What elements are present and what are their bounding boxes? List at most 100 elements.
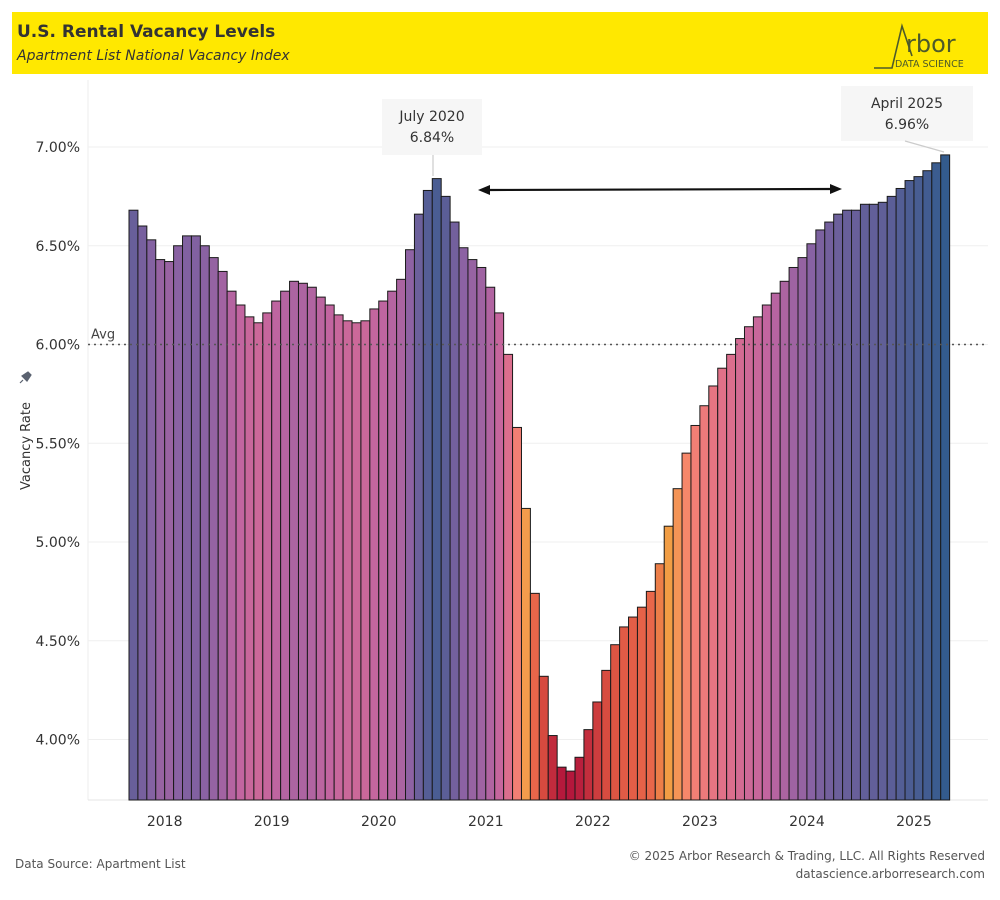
- bar[interactable]: [529, 592, 540, 801]
- bar[interactable]: [886, 195, 897, 801]
- bar[interactable]: [155, 259, 166, 801]
- bar[interactable]: [360, 320, 371, 801]
- bar[interactable]: [422, 189, 433, 801]
- bar[interactable]: [333, 314, 344, 801]
- bar[interactable]: [708, 385, 719, 801]
- bar[interactable]: [351, 322, 362, 801]
- bar[interactable]: [859, 203, 870, 801]
- bar[interactable]: [458, 247, 469, 801]
- bar[interactable]: [913, 176, 924, 801]
- bar[interactable]: [895, 187, 906, 801]
- bar[interactable]: [449, 221, 460, 801]
- bar[interactable]: [440, 195, 451, 801]
- bar[interactable]: [726, 353, 737, 801]
- bar[interactable]: [583, 729, 594, 801]
- bar[interactable]: [342, 320, 353, 801]
- bar[interactable]: [306, 286, 317, 801]
- bar[interactable]: [735, 338, 745, 801]
- bar[interactable]: [556, 766, 567, 801]
- bar[interactable]: [164, 261, 175, 801]
- bar[interactable]: [877, 201, 888, 801]
- bar[interactable]: [369, 308, 380, 801]
- bar[interactable]: [833, 213, 844, 801]
- bar[interactable]: [601, 669, 612, 801]
- bar[interactable]: [280, 290, 291, 801]
- bar[interactable]: [824, 221, 835, 801]
- bar[interactable]: [503, 353, 514, 801]
- bar[interactable]: [413, 213, 424, 801]
- bar[interactable]: [628, 616, 638, 801]
- bar[interactable]: [761, 304, 772, 801]
- bar[interactable]: [654, 563, 665, 801]
- bar[interactable]: [547, 735, 558, 801]
- bar[interactable]: [699, 405, 710, 801]
- bar[interactable]: [271, 300, 282, 801]
- chart-title: U.S. Rental Vacancy Levels: [17, 22, 276, 42]
- bar[interactable]: [940, 154, 951, 801]
- bar[interactable]: [779, 280, 790, 801]
- bar[interactable]: [190, 235, 201, 801]
- bar[interactable]: [396, 278, 407, 801]
- bar[interactable]: [815, 229, 826, 801]
- bar[interactable]: [324, 304, 335, 801]
- bar[interactable]: [217, 270, 228, 801]
- bar[interactable]: [512, 426, 522, 801]
- bar[interactable]: [315, 296, 326, 801]
- bar[interactable]: [226, 290, 237, 801]
- bar[interactable]: [387, 290, 398, 801]
- bar[interactable]: [931, 162, 942, 801]
- bar[interactable]: [182, 235, 192, 801]
- bar[interactable]: [717, 367, 728, 801]
- bar[interactable]: [146, 239, 157, 801]
- bar[interactable]: [842, 209, 853, 801]
- bar[interactable]: [405, 249, 415, 801]
- bar[interactable]: [610, 644, 621, 801]
- bar[interactable]: [681, 452, 692, 801]
- bar[interactable]: [645, 590, 656, 801]
- bar[interactable]: [173, 245, 184, 801]
- bar[interactable]: [520, 507, 531, 801]
- bar[interactable]: [431, 178, 442, 801]
- bar[interactable]: [788, 266, 799, 801]
- bar[interactable]: [592, 701, 603, 801]
- bar[interactable]: [262, 312, 273, 801]
- bar[interactable]: [199, 245, 210, 801]
- bar[interactable]: [868, 203, 879, 801]
- bar[interactable]: [538, 675, 549, 801]
- bar[interactable]: [672, 488, 683, 801]
- bar[interactable]: [289, 280, 299, 801]
- bar[interactable]: [904, 180, 915, 801]
- bar[interactable]: [128, 209, 139, 801]
- bar[interactable]: [574, 756, 585, 801]
- pin-icon: [19, 371, 32, 384]
- bar[interactable]: [137, 225, 148, 801]
- bar[interactable]: [297, 282, 308, 801]
- bar[interactable]: [208, 257, 219, 801]
- bar[interactable]: [253, 322, 264, 801]
- average-label: Avg: [91, 328, 115, 343]
- bar[interactable]: [244, 316, 255, 801]
- bar[interactable]: [743, 326, 754, 801]
- bar[interactable]: [851, 209, 861, 801]
- bar[interactable]: [636, 606, 647, 801]
- bar[interactable]: [690, 424, 701, 801]
- website-link[interactable]: datascience.arborresearch.com: [795, 867, 985, 881]
- bar[interactable]: [663, 525, 674, 801]
- bar[interactable]: [565, 770, 576, 801]
- bar[interactable]: [494, 312, 505, 801]
- bar[interactable]: [485, 286, 496, 801]
- bar[interactable]: [467, 259, 478, 801]
- bar[interactable]: [806, 243, 817, 801]
- header-banner: U.S. Rental Vacancy Levels Apartment Lis…: [12, 12, 988, 74]
- bar[interactable]: [619, 626, 630, 801]
- x-tick-label: 2023: [682, 814, 718, 830]
- bar[interactable]: [476, 266, 487, 801]
- bar[interactable]: [770, 292, 781, 801]
- bar[interactable]: [922, 170, 933, 801]
- bar[interactable]: [797, 257, 808, 801]
- bar[interactable]: [235, 304, 246, 801]
- arbor-logo: rbor DATA SCIENCE: [874, 23, 964, 70]
- bar[interactable]: [752, 316, 763, 801]
- bar[interactable]: [378, 300, 389, 801]
